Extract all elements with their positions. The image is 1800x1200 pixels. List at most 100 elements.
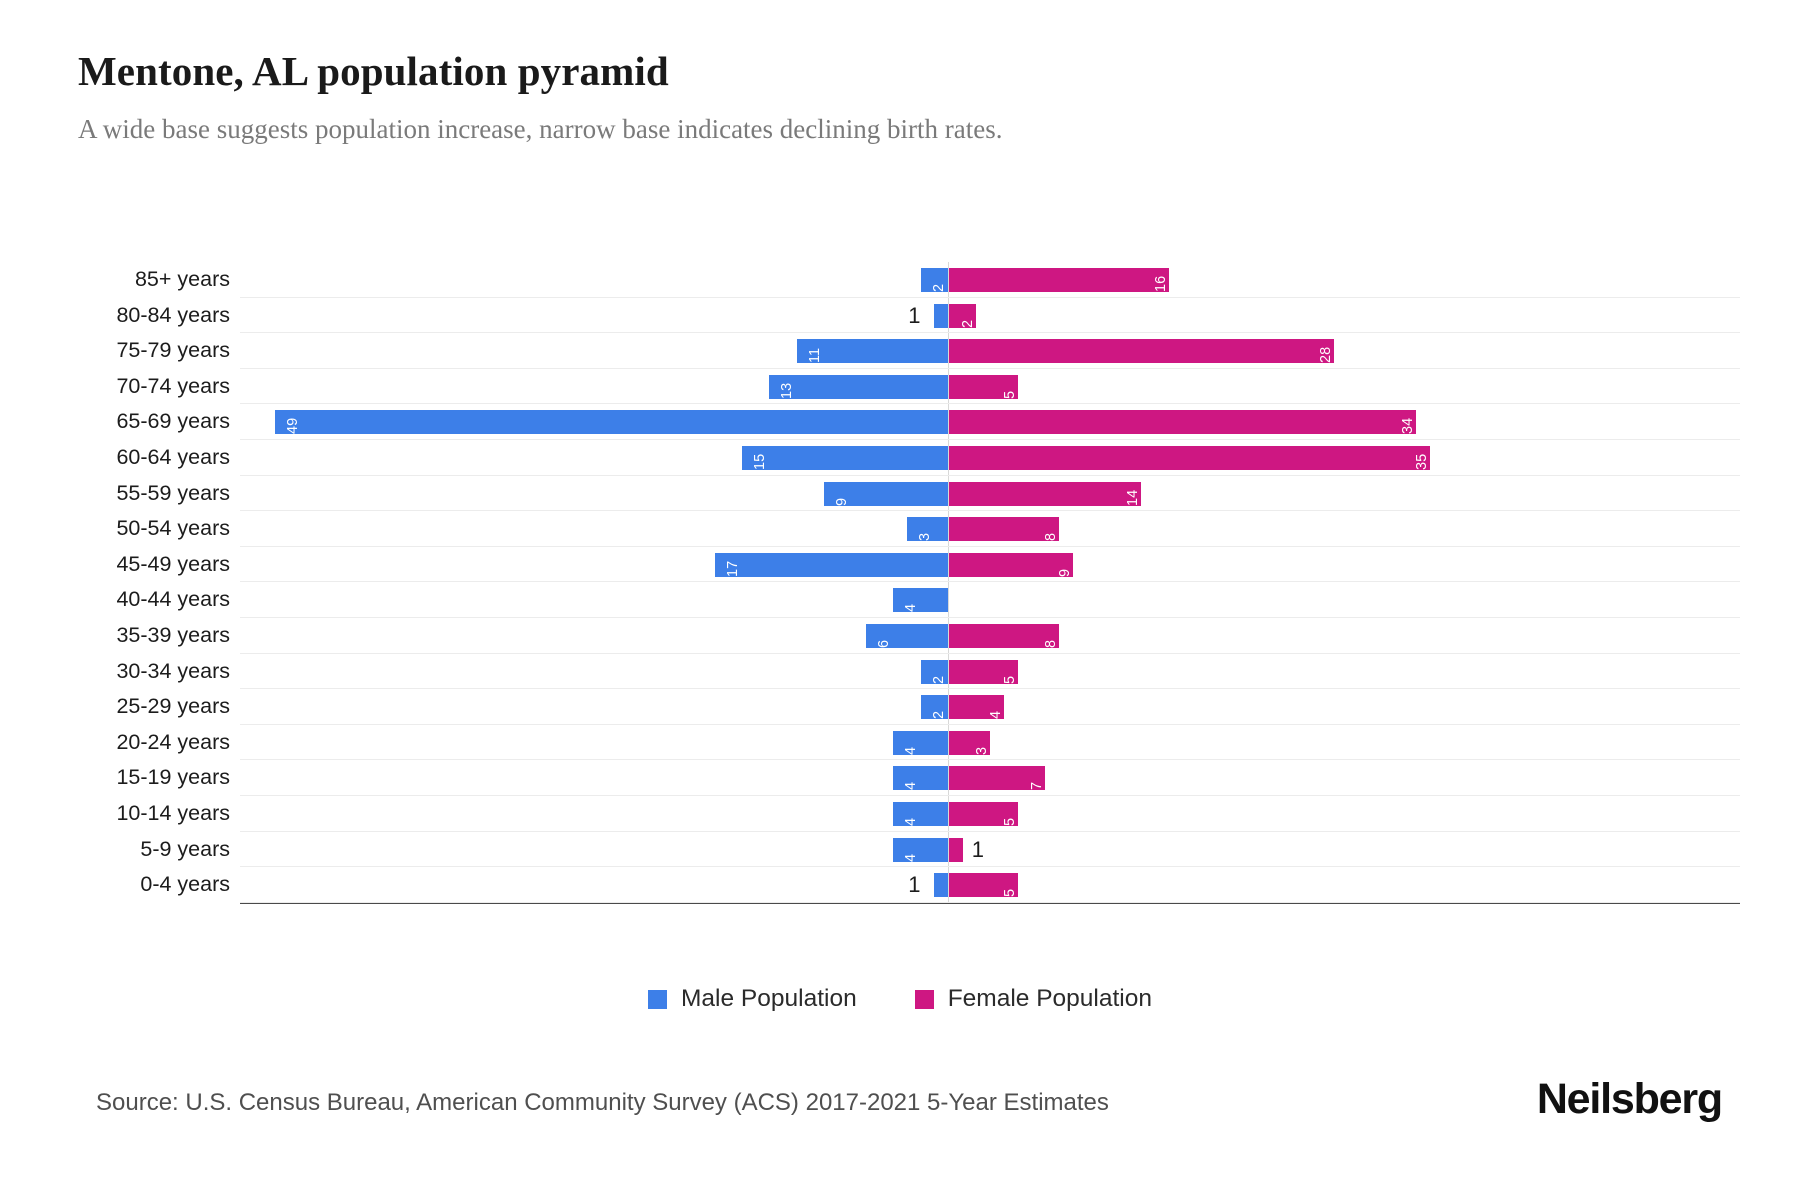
bar-value-label-female: 7 — [1029, 782, 1046, 791]
bar-value-label-male: 15 — [751, 453, 768, 470]
y-axis-tick-label: 40-44 years — [116, 587, 230, 612]
chart-plot-area: 85+ years 80-84 years 75-79 years 70-74 yea… — [0, 262, 1800, 912]
bar-female[interactable] — [949, 339, 1334, 364]
legend-item-female[interactable]: Female Population — [914, 985, 1152, 1013]
bar-male[interactable] — [920, 659, 948, 684]
bar-value-label-male: 2 — [930, 711, 947, 720]
bar-value-label-male: 9 — [834, 497, 851, 506]
bar-male[interactable] — [893, 802, 948, 826]
bar-female[interactable] — [949, 303, 977, 328]
center-axis-line — [948, 262, 949, 904]
chart-legend: Male Population Female Population — [0, 985, 1800, 1013]
bar-male[interactable] — [934, 873, 948, 898]
bar-female[interactable] — [949, 730, 991, 755]
bar-female[interactable] — [949, 766, 1046, 791]
bar-male[interactable] — [824, 481, 948, 506]
grid-line — [240, 901, 1740, 903]
bar-value-label-male: 13 — [779, 382, 796, 399]
y-axis-tick-label: 15-19 years — [116, 765, 230, 790]
y-axis-tick-label: 85+ years — [134, 267, 230, 291]
y-axis-tick-label: 30-34 years — [116, 658, 230, 683]
bar-female[interactable] — [949, 481, 1142, 506]
bar-value-label-female: 35 — [1413, 453, 1430, 470]
bar-female[interactable] — [949, 552, 1073, 577]
legend-swatch-male-icon — [648, 989, 667, 1009]
bar-female[interactable] — [949, 837, 963, 862]
bar-male[interactable] — [275, 410, 948, 435]
bar-value-label-male: 4 — [903, 853, 920, 862]
y-axis-tick-label: 35-39 years — [116, 623, 230, 647]
bar-value-label-female: 34 — [1399, 418, 1416, 435]
bar-male[interactable] — [769, 374, 948, 399]
y-axis-tick-label: 20-24 years — [116, 729, 230, 754]
pyramid-row: 4 — [240, 582, 1740, 618]
y-axis-tick-label: 60-64 years — [116, 445, 230, 469]
source-attribution: Source: U.S. Census Bureau, American Com… — [96, 1089, 1109, 1116]
bar-male[interactable] — [920, 695, 948, 720]
y-axis-tick-label: 70-74 years — [116, 373, 230, 398]
bar-value-label-male: 4 — [903, 782, 920, 791]
legend-label-male: Male Population — [681, 985, 857, 1012]
grid-line — [240, 545, 1740, 547]
grid-line — [240, 759, 1740, 761]
bar-male[interactable] — [893, 766, 948, 791]
bar-value-label-male: 11 — [806, 348, 823, 364]
bar-male[interactable] — [893, 588, 948, 613]
page-title: Mentone, AL population pyramid — [78, 48, 669, 94]
y-axis-tick-label: 75-79 years — [116, 338, 230, 363]
legend-item-male[interactable]: Male Population — [648, 985, 857, 1013]
grid-line — [240, 617, 1740, 618]
grid-line — [240, 332, 1740, 334]
grid-line — [240, 474, 1740, 476]
bar-value-label-female: 3 — [974, 746, 991, 755]
pyramid-row: 17 9 — [240, 547, 1740, 583]
grid-line — [240, 830, 1740, 832]
bar-female[interactable] — [949, 374, 1018, 399]
bar-value-label-male: 4 — [903, 817, 920, 826]
y-axis-tick-label: 0-4 years — [140, 872, 230, 897]
bar-female[interactable] — [949, 268, 1169, 292]
bar-value-label-male: 49 — [285, 418, 301, 435]
bar-female[interactable] — [949, 517, 1059, 542]
bar-male[interactable] — [796, 339, 948, 364]
bar-male[interactable] — [893, 730, 948, 755]
bar-value-label-female: 4 — [987, 711, 1004, 720]
pyramid-bars-canvas: 2 16 1 2 11 28 13 5 49 34 15 35 9 14 3 8 17 9 4 6 8 2 5 2 4 4 3 4 7 4… — [240, 262, 1740, 904]
bar-value-label-female: 8 — [1042, 533, 1059, 542]
grid-line — [240, 439, 1740, 440]
bar-female[interactable] — [949, 695, 1004, 720]
bar-value-label-female: 5 — [1001, 390, 1018, 399]
bar-male[interactable] — [920, 268, 948, 292]
bar-female[interactable] — [949, 410, 1416, 435]
bar-male[interactable] — [934, 303, 948, 328]
legend-swatch-female-icon — [914, 989, 934, 1009]
bar-female[interactable] — [949, 659, 1018, 684]
bar-female[interactable] — [949, 624, 1059, 648]
pyramid-row: 49 34 — [240, 404, 1740, 440]
bar-value-label-male: 4 — [903, 746, 920, 755]
brand-logo: Neilsberg — [1536, 1075, 1723, 1123]
bar-male[interactable] — [865, 624, 948, 648]
grid-line — [240, 581, 1740, 583]
chart-footer: Source: U.S. Census Bureau, American Com… — [0, 1075, 1800, 1165]
y-axis-tick-label: 55-59 years — [116, 480, 230, 505]
bar-male[interactable] — [906, 517, 948, 542]
y-axis-tick-label: 5-9 years — [140, 836, 230, 861]
bar-value-label-male: 17 — [724, 560, 741, 577]
bar-female[interactable] — [949, 802, 1018, 826]
bar-value-label-female: 5 — [1001, 889, 1018, 898]
bar-male[interactable] — [714, 552, 948, 577]
bar-female[interactable] — [949, 873, 1018, 898]
bar-value-label-male: 6 — [875, 639, 892, 648]
bar-value-label-female: 16 — [1152, 275, 1169, 292]
bar-male[interactable] — [893, 837, 948, 862]
bar-female[interactable] — [949, 446, 1430, 470]
bar-male[interactable] — [741, 446, 948, 470]
grid-line — [240, 866, 1740, 868]
